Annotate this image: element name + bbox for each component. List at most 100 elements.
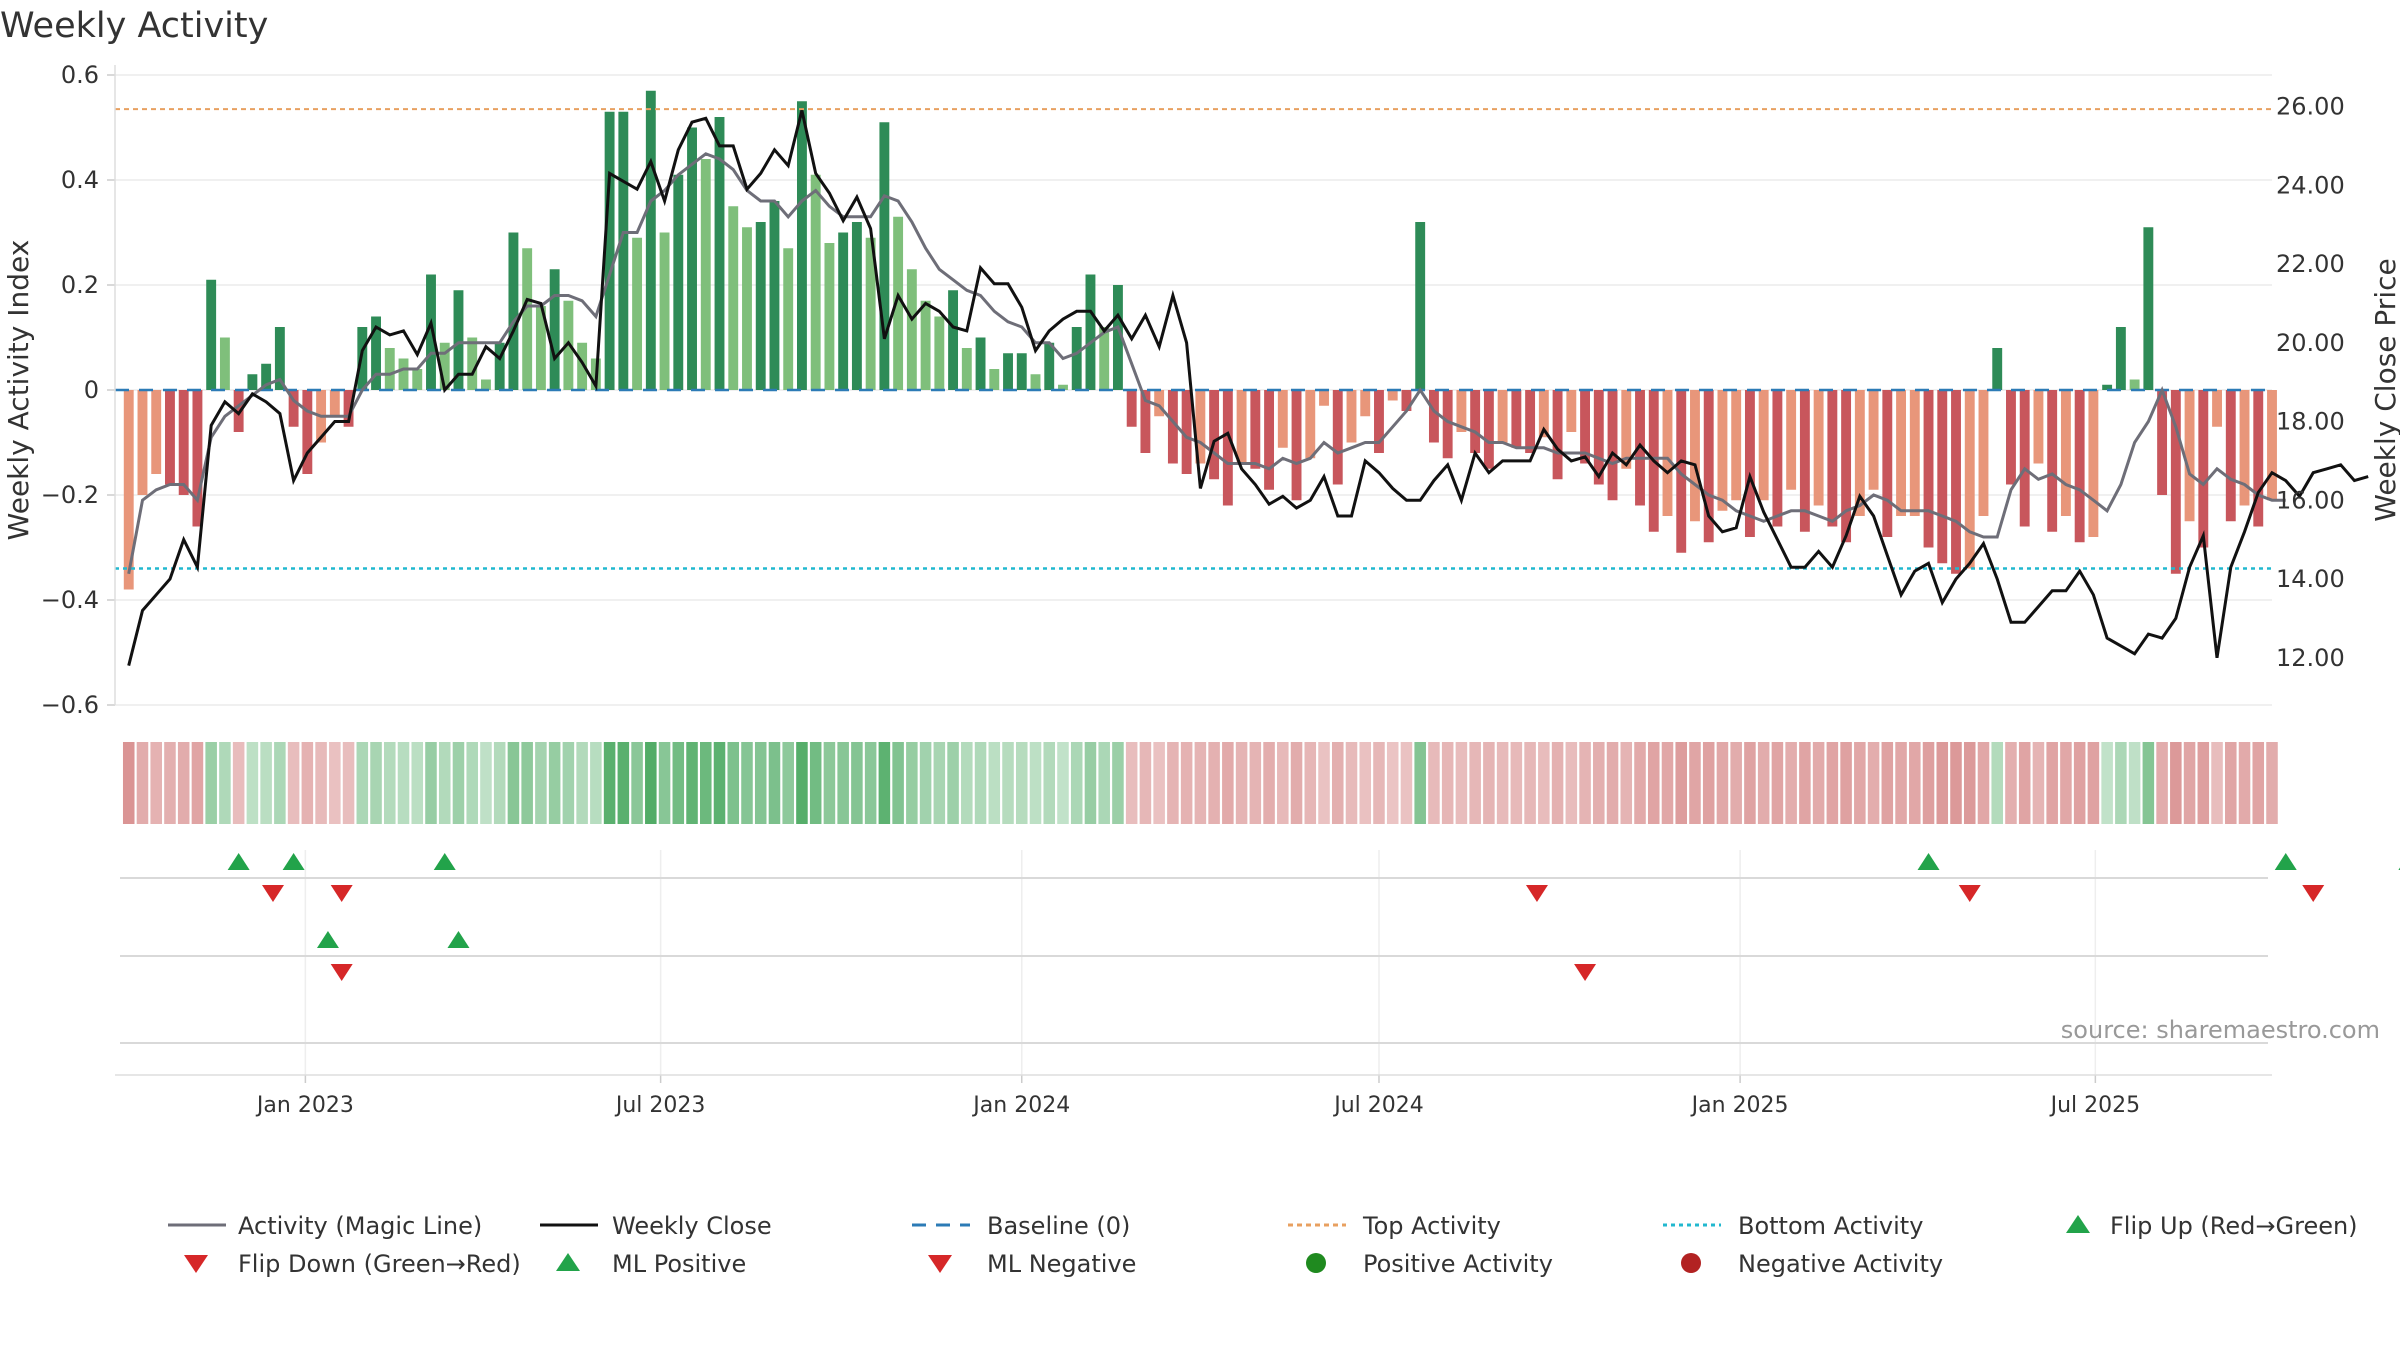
y2-tick-label: 18.00 xyxy=(2276,408,2345,436)
heat-cell xyxy=(1084,742,1097,824)
x-tick-label: Jul 2025 xyxy=(2049,1093,2141,1118)
activity-bar xyxy=(1978,390,1989,516)
activity-bar xyxy=(975,337,986,390)
heat-cell xyxy=(2170,742,2182,824)
heat-cell xyxy=(1057,742,1069,824)
activity-bar xyxy=(1099,327,1110,390)
heat-cell xyxy=(1785,742,1797,824)
flip-down-marker xyxy=(2302,885,2325,902)
heat-cell xyxy=(315,742,327,824)
heat-cell xyxy=(1139,742,1152,824)
flip-up-marker xyxy=(227,853,250,870)
heat-cell xyxy=(480,742,492,824)
activity-bar xyxy=(2143,227,2154,390)
activity-bar xyxy=(1250,390,1261,469)
heat-cell xyxy=(1455,742,1468,824)
legend-item: Activity (Magic Line) xyxy=(168,1212,482,1240)
activity-bar xyxy=(632,237,643,390)
heat-cell xyxy=(2197,742,2210,824)
heat-cell xyxy=(1194,742,1207,824)
activity-bar xyxy=(2225,390,2236,522)
activity-bar xyxy=(1868,390,1879,490)
legend-item: Flip Up (Red→Green) xyxy=(2066,1212,2358,1240)
activity-bar xyxy=(1003,353,1013,390)
time-axis: Jan 2023 Jul 2023 Jan 2024 Jul 2024 Jan 2025… xyxy=(115,1074,2272,1118)
activity-bar xyxy=(1580,390,1591,464)
heat-cell xyxy=(576,742,588,824)
legend-label: Flip Down (Green→Red) xyxy=(238,1250,521,1278)
heat-cell xyxy=(535,742,547,824)
heat-cell xyxy=(1620,742,1633,824)
activity-bar xyxy=(1538,390,1549,438)
legend-item: Positive Activity xyxy=(1306,1250,1553,1278)
heat-cell xyxy=(1757,742,1770,824)
heat-cell xyxy=(1593,742,1605,824)
heat-cell xyxy=(397,742,410,824)
heat-cell xyxy=(617,742,630,824)
activity-bar xyxy=(1154,390,1165,417)
heat-cell xyxy=(425,742,437,824)
flip-up-marker xyxy=(2274,853,2297,870)
chart-title: Weekly Activity xyxy=(0,6,269,46)
activity-bar xyxy=(1772,390,1783,527)
y-tick-label: 0 xyxy=(84,376,99,404)
legend-label: Activity (Magic Line) xyxy=(238,1212,482,1240)
activity-bar xyxy=(920,300,931,390)
activity-bar xyxy=(1827,390,1838,527)
heat-cell xyxy=(1634,742,1646,824)
activity-bar xyxy=(1387,390,1398,401)
ml-positive-marker xyxy=(316,931,339,948)
legend-label: Top Activity xyxy=(1362,1212,1501,1240)
heat-cell xyxy=(493,742,506,824)
activity-bar xyxy=(371,316,381,390)
heat-cell xyxy=(411,742,424,824)
activity-bar xyxy=(1758,390,1769,501)
heat-cell xyxy=(287,742,300,824)
activity-bar xyxy=(288,390,299,427)
activity-bar xyxy=(2047,390,2058,532)
heat-cell xyxy=(2225,742,2237,824)
heat-cell xyxy=(205,742,217,824)
activity-bar xyxy=(439,342,450,390)
heat-cell xyxy=(1812,742,1825,824)
activity-bar xyxy=(508,232,519,390)
heat-cell xyxy=(1895,742,1907,824)
activity-bar xyxy=(1841,390,1852,543)
heat-cell xyxy=(961,742,973,824)
y2-tick-label: 22.00 xyxy=(2276,250,2345,278)
activity-bar xyxy=(412,369,423,390)
heat-cell xyxy=(672,742,685,824)
heat-cell xyxy=(1840,742,1852,824)
heat-cell xyxy=(136,742,149,824)
legend-label: Bottom Activity xyxy=(1738,1212,1923,1240)
legend-label: Flip Up (Red→Green) xyxy=(2110,1212,2358,1240)
activity-bar xyxy=(1786,390,1797,490)
heat-cell xyxy=(603,742,616,824)
heat-cell xyxy=(754,742,767,824)
heat-cell xyxy=(1483,742,1495,824)
heat-cell xyxy=(892,742,904,824)
legend-item: ML Negative xyxy=(928,1250,1136,1278)
y2-tick-label: 14.00 xyxy=(2276,565,2345,593)
heat-cell xyxy=(219,742,231,824)
heat-cell xyxy=(727,742,740,824)
activity-bar xyxy=(1085,274,1096,390)
heat-cell xyxy=(1318,742,1330,824)
activity-bar xyxy=(1717,390,1728,511)
activity-bar xyxy=(343,390,354,427)
activity-bar xyxy=(1058,384,1068,390)
activity-bar xyxy=(824,243,835,390)
activity-bar xyxy=(1222,390,1233,506)
heat-cell xyxy=(1510,742,1523,824)
activity-bar xyxy=(178,390,189,495)
heat-cell xyxy=(2060,742,2072,824)
activity-bar xyxy=(714,117,725,390)
heat-cell xyxy=(1579,742,1591,824)
activity-bar xyxy=(851,222,862,390)
x-tick-label: Jul 2023 xyxy=(614,1093,706,1118)
y2-tick-label: 26.00 xyxy=(2276,93,2345,121)
flip-down-marker xyxy=(261,885,284,902)
heat-cell xyxy=(1167,742,1179,824)
heat-cell xyxy=(1331,742,1344,824)
activity-bar xyxy=(1566,390,1577,432)
